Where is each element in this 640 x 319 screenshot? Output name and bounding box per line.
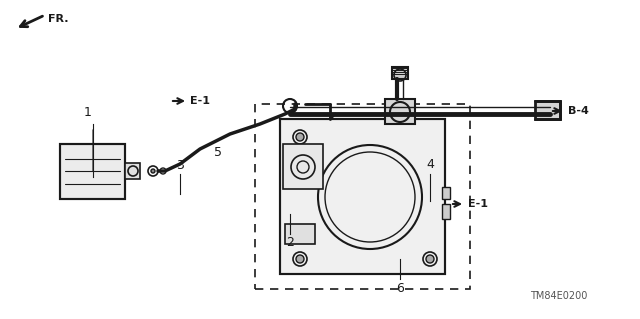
Text: 6: 6: [396, 282, 404, 295]
Bar: [535, 101, 560, 119]
Bar: [60, 144, 125, 199]
Bar: [280, 119, 445, 274]
Text: FR.: FR.: [48, 14, 68, 24]
Text: TM84E0200: TM84E0200: [530, 291, 588, 301]
Bar: [60, 144, 125, 199]
Bar: [442, 187, 450, 199]
Bar: [385, 99, 415, 124]
Text: E-1: E-1: [468, 199, 488, 209]
Circle shape: [426, 255, 434, 263]
Bar: [280, 119, 445, 274]
Text: B-4: B-4: [568, 106, 589, 116]
Bar: [255, 104, 470, 289]
Text: 4: 4: [426, 158, 434, 171]
Bar: [283, 144, 323, 189]
Bar: [285, 224, 315, 244]
Text: 1: 1: [84, 106, 92, 119]
Circle shape: [296, 255, 304, 263]
Text: 2: 2: [286, 236, 294, 249]
Text: 5: 5: [214, 145, 222, 159]
Circle shape: [151, 169, 155, 173]
Text: E-1: E-1: [190, 96, 210, 106]
Circle shape: [296, 133, 304, 141]
Bar: [392, 67, 408, 79]
Text: 3: 3: [176, 159, 184, 172]
Bar: [442, 204, 450, 219]
Bar: [125, 163, 140, 179]
